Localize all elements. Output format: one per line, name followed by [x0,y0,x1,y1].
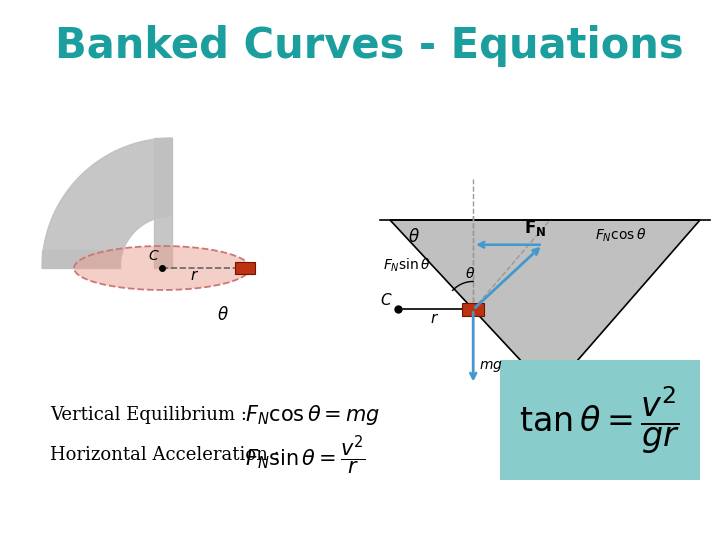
Bar [500,360,700,480]
Text: r: r [431,312,437,327]
Text: $\tan\theta = \dfrac{v^2}{gr}$: $\tan\theta = \dfrac{v^2}{gr}$ [519,384,680,456]
Text: Vertical Equilibrium :: Vertical Equilibrium : [50,406,247,424]
Text: $\theta$: $\theta$ [408,228,420,246]
Ellipse shape [74,246,250,290]
Polygon shape [154,138,172,268]
Polygon shape [42,250,120,268]
Text: $F_N\cos\theta$: $F_N\cos\theta$ [595,227,647,244]
Text: Horizontal Acceleration :: Horizontal Acceleration : [50,446,280,464]
Bar [462,303,484,316]
Text: r: r [190,268,197,283]
Text: $\mathbf{F_N}$: $\mathbf{F_N}$ [523,218,546,238]
Text: Banked Curves - Equations: Banked Curves - Equations [55,25,683,67]
Text: C: C [148,249,158,263]
Text: $F_N\sin\theta$: $F_N\sin\theta$ [383,256,431,274]
Text: C: C [380,293,391,308]
Text: $\theta$: $\theta$ [465,266,476,281]
Text: $\theta$: $\theta$ [217,306,229,324]
Text: $F_N \sin\theta = \dfrac{v^2}{r}$: $F_N \sin\theta = \dfrac{v^2}{r}$ [245,433,366,477]
Polygon shape [42,138,172,268]
Polygon shape [390,220,700,392]
Bar [235,262,255,274]
Text: $mg$: $mg$ [480,360,503,374]
Text: $F_N \cos\theta = mg$: $F_N \cos\theta = mg$ [245,403,380,427]
